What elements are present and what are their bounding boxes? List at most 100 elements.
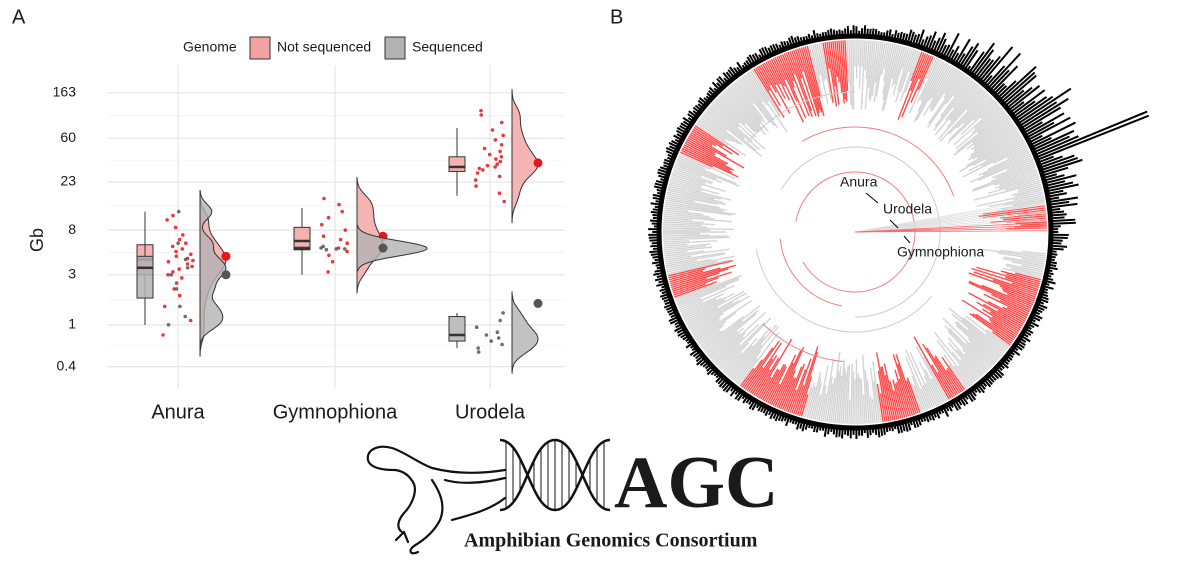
data-point bbox=[326, 215, 331, 220]
data-point bbox=[169, 273, 173, 277]
tree-branch bbox=[906, 377, 921, 413]
tree-branch bbox=[960, 101, 997, 136]
tree-branch bbox=[680, 149, 739, 178]
tree-branch bbox=[1011, 261, 1044, 269]
genome-size-bar bbox=[917, 29, 925, 45]
tree-branch bbox=[972, 166, 1036, 191]
genome-size-bar bbox=[912, 420, 917, 429]
tree-branch bbox=[796, 351, 819, 416]
genome-size-bar bbox=[982, 46, 1014, 82]
tree-branch bbox=[977, 110, 1005, 134]
tree-branch bbox=[926, 347, 957, 396]
tree-branch bbox=[675, 162, 717, 180]
tree-branch bbox=[974, 106, 1001, 130]
genome-size-bar bbox=[967, 394, 974, 403]
genome-size-bar bbox=[1030, 134, 1043, 143]
tree-branch bbox=[726, 345, 754, 376]
tree-branch bbox=[928, 72, 964, 124]
tree-branch bbox=[955, 109, 1004, 150]
y-tick-label: 1 bbox=[68, 316, 76, 332]
genome-size-bar bbox=[1034, 129, 1075, 150]
tree-branch bbox=[753, 369, 771, 396]
genome-size-bar bbox=[812, 29, 817, 39]
genome-size-bar bbox=[1009, 354, 1014, 359]
tree-branch bbox=[983, 303, 1023, 327]
tree-branch bbox=[693, 126, 724, 147]
tree-branch bbox=[736, 79, 771, 124]
genome-size-bar bbox=[668, 316, 677, 323]
tree-branch bbox=[701, 115, 740, 145]
genome-size-bar bbox=[1049, 269, 1053, 273]
genome-size-bar bbox=[801, 423, 806, 432]
data-point bbox=[479, 108, 483, 113]
tree-arrow bbox=[889, 219, 899, 229]
tree-branch bbox=[1021, 257, 1045, 263]
logo-subtitle: Amphibian Genomics Consortium bbox=[464, 530, 758, 552]
genome-size-bar bbox=[996, 368, 1005, 377]
tree-arrow bbox=[865, 192, 879, 204]
tree-branch bbox=[969, 155, 1032, 183]
genome-size-bar bbox=[896, 32, 900, 39]
tree-branch bbox=[1002, 306, 1027, 320]
tree-branch bbox=[667, 191, 727, 206]
tree-branch bbox=[800, 394, 809, 417]
tree-branch bbox=[673, 168, 714, 184]
tree-branch bbox=[967, 337, 996, 364]
genome-size-bar bbox=[899, 31, 903, 40]
tree-branch bbox=[943, 71, 962, 99]
tree-branch bbox=[901, 53, 929, 118]
genome-size-bar bbox=[928, 31, 937, 49]
tree-branch bbox=[1018, 183, 1042, 191]
tree-branch bbox=[895, 354, 917, 415]
tree-branch bbox=[908, 49, 917, 72]
tree-branch bbox=[680, 151, 713, 168]
data-point bbox=[477, 166, 482, 171]
data-point bbox=[343, 228, 348, 232]
tree-branch bbox=[720, 94, 759, 133]
genome-size-bar bbox=[674, 321, 680, 326]
tree-branch bbox=[1011, 187, 1043, 196]
tree-branch bbox=[723, 91, 761, 131]
y-tick-label: 3 bbox=[68, 265, 76, 281]
tree-branch bbox=[920, 60, 943, 102]
data-point bbox=[493, 138, 498, 142]
tree-branch bbox=[663, 243, 688, 247]
tree-arc bbox=[802, 126, 955, 197]
tree-branch bbox=[864, 370, 870, 424]
tree-branch bbox=[733, 82, 764, 120]
genome-size-bar bbox=[721, 382, 728, 389]
tree-arc bbox=[762, 323, 844, 363]
panel-a: 0.4 1 3 8 23 60 163 Gb Anura Gymnophiona Urodela Ge… bbox=[27, 36, 565, 423]
tree-branch bbox=[706, 109, 757, 151]
tree-branch bbox=[761, 63, 791, 114]
tree-branch bbox=[687, 137, 716, 154]
genome-size-bar bbox=[896, 425, 901, 434]
genome-size-bar bbox=[667, 153, 673, 158]
genome-size-bar bbox=[758, 54, 762, 59]
tree-branch bbox=[664, 250, 688, 255]
tree-branch bbox=[965, 342, 992, 369]
tree-branch bbox=[663, 239, 717, 245]
genome-size-bar bbox=[794, 420, 798, 425]
tree-branch bbox=[699, 118, 731, 142]
data-point bbox=[474, 184, 478, 188]
genome-size-bar bbox=[1011, 352, 1016, 356]
genome-size-bar bbox=[668, 141, 677, 148]
genome-size-bar bbox=[1050, 200, 1070, 206]
genome-size-bar bbox=[1023, 333, 1029, 338]
genome-size-bar bbox=[957, 53, 966, 64]
genome-size-bar bbox=[955, 38, 971, 63]
data-point bbox=[171, 213, 175, 218]
tree-branch bbox=[1006, 306, 1028, 318]
tree-branch bbox=[1000, 201, 1045, 210]
genome-size-bar bbox=[682, 116, 691, 124]
genome-size-bar bbox=[652, 208, 659, 211]
genome-size-bar bbox=[1025, 121, 1043, 133]
tree-branch bbox=[877, 370, 888, 422]
tree-branch bbox=[793, 49, 817, 117]
tree-branch bbox=[670, 268, 729, 287]
tree-branch bbox=[664, 250, 705, 257]
tree-branch bbox=[875, 352, 890, 422]
tree-branch bbox=[669, 181, 702, 192]
genome-size-bar bbox=[810, 425, 814, 429]
